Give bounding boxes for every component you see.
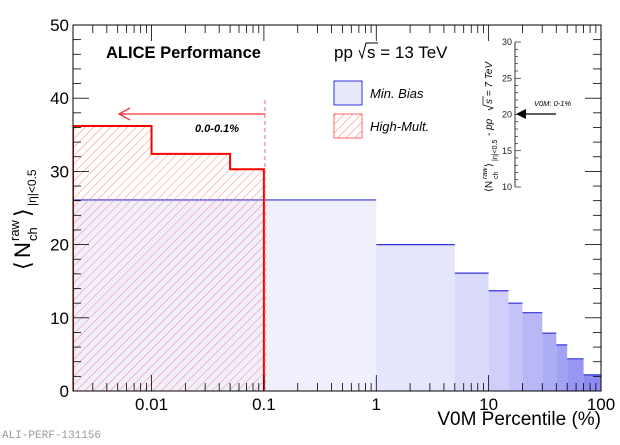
high-mult-bin bbox=[230, 169, 264, 391]
y-axis-title-bracket-open: ⟨ bbox=[10, 261, 35, 270]
x-tick-label: 1 bbox=[372, 395, 381, 414]
y-axis-title-bracket-close: ⟩ bbox=[10, 208, 35, 217]
legend-label-high-mult: High-Mult. bbox=[370, 119, 429, 134]
inset-y-axis-title: ⟨N raw ch ⟩ |η|<0.5 - pp s = 7 TeV bbox=[482, 61, 500, 192]
x-tick-label: 0.1 bbox=[252, 395, 276, 414]
legend: Min. Bias High-Mult. bbox=[333, 80, 429, 139]
min-bias-bin bbox=[567, 358, 584, 391]
high-mult-bin bbox=[151, 153, 231, 391]
inset: 10 15 20 25 30 V0M: 0-1% ⟨N raw ch ⟩ |η|<0.5… bbox=[482, 37, 571, 192]
inset-ticks: 10 15 20 25 30 bbox=[502, 37, 521, 192]
inset-marker-label: V0M: 0-1% bbox=[534, 99, 571, 108]
high-mult-histogram bbox=[73, 125, 265, 391]
high-mult-outline bbox=[73, 125, 265, 391]
inset-sqrt-symbol bbox=[482, 96, 495, 111]
inset-ylabel-eta: |η|<0.5 bbox=[492, 140, 499, 161]
inset-tick-label: 25 bbox=[502, 73, 512, 83]
inset-tick-label: 30 bbox=[502, 37, 512, 47]
y-axis-title-N: N bbox=[10, 242, 35, 258]
y-tick-label: 20 bbox=[50, 236, 69, 255]
inset-tick-label: 10 bbox=[502, 182, 512, 192]
min-bias-bin bbox=[556, 344, 568, 391]
hm-range-label: 0.0-0.1% bbox=[195, 123, 239, 135]
min-bias-bin bbox=[583, 374, 601, 391]
x-tick-label: 100 bbox=[587, 395, 615, 414]
y-tick-label: 40 bbox=[50, 89, 69, 108]
energy-label: pp s = 13 TeV bbox=[334, 42, 448, 62]
min-bias-bin bbox=[376, 244, 455, 391]
min-bias-bin bbox=[508, 303, 523, 391]
inset-tick-label: 15 bbox=[502, 146, 512, 156]
inset-marker-arrowhead bbox=[516, 109, 526, 119]
y-axis-title: ⟨ N raw ch ⟩ |η|<0.5 bbox=[7, 169, 40, 270]
min-bias-bin bbox=[454, 273, 489, 391]
watermark-id: ALI-PERF-131156 bbox=[2, 430, 102, 442]
axis-ticks bbox=[72, 24, 602, 392]
y-tick-label: 30 bbox=[50, 162, 69, 181]
legend-swatch-min-bias bbox=[333, 80, 363, 106]
x-tick-label: 0.01 bbox=[135, 395, 168, 414]
plot-frame bbox=[72, 24, 602, 392]
inset-ylabel-sub: ch bbox=[493, 172, 500, 180]
y-axis-title-sup: raw bbox=[7, 219, 22, 241]
hm-range-arrow bbox=[117, 107, 265, 121]
axis-tick-labels: 0 10 20 30 40 50 0.01 0.1 1 10 100 bbox=[50, 16, 615, 414]
legend-swatch-high-mult bbox=[333, 113, 363, 139]
x-tick-label: 10 bbox=[479, 395, 498, 414]
high-mult-bin bbox=[73, 126, 152, 391]
inset-ylabel-close: ⟩ bbox=[484, 163, 495, 167]
inset-ylabel-open: ⟨N bbox=[484, 181, 495, 192]
inset-ylabel-pp: - pp bbox=[484, 118, 495, 136]
y-tick-label: 50 bbox=[50, 16, 69, 35]
y-tick-label: 10 bbox=[50, 309, 69, 328]
sqrt-symbol bbox=[358, 42, 378, 60]
y-axis-title-sub: ch bbox=[25, 227, 40, 241]
min-bias-bin bbox=[488, 290, 509, 391]
y-axis-title-eta: |η|<0.5 bbox=[25, 169, 39, 206]
y-tick-label: 0 bbox=[60, 382, 69, 401]
inset-tick-label: 20 bbox=[502, 110, 512, 120]
x-axis-title: V0M Percentile (%) bbox=[437, 409, 601, 430]
min-bias-bin bbox=[522, 312, 543, 391]
energy-value: s = 13 TeV bbox=[367, 43, 448, 62]
chart-title: ALICE Performance bbox=[106, 44, 261, 62]
inset-ylabel-sup: raw bbox=[482, 167, 489, 179]
legend-label-min-bias: Min. Bias bbox=[370, 86, 424, 101]
min-bias-bin bbox=[542, 333, 557, 391]
inset-ylabel-energy: s = 7 TeV bbox=[484, 61, 495, 104]
energy-pp: pp bbox=[334, 43, 353, 62]
